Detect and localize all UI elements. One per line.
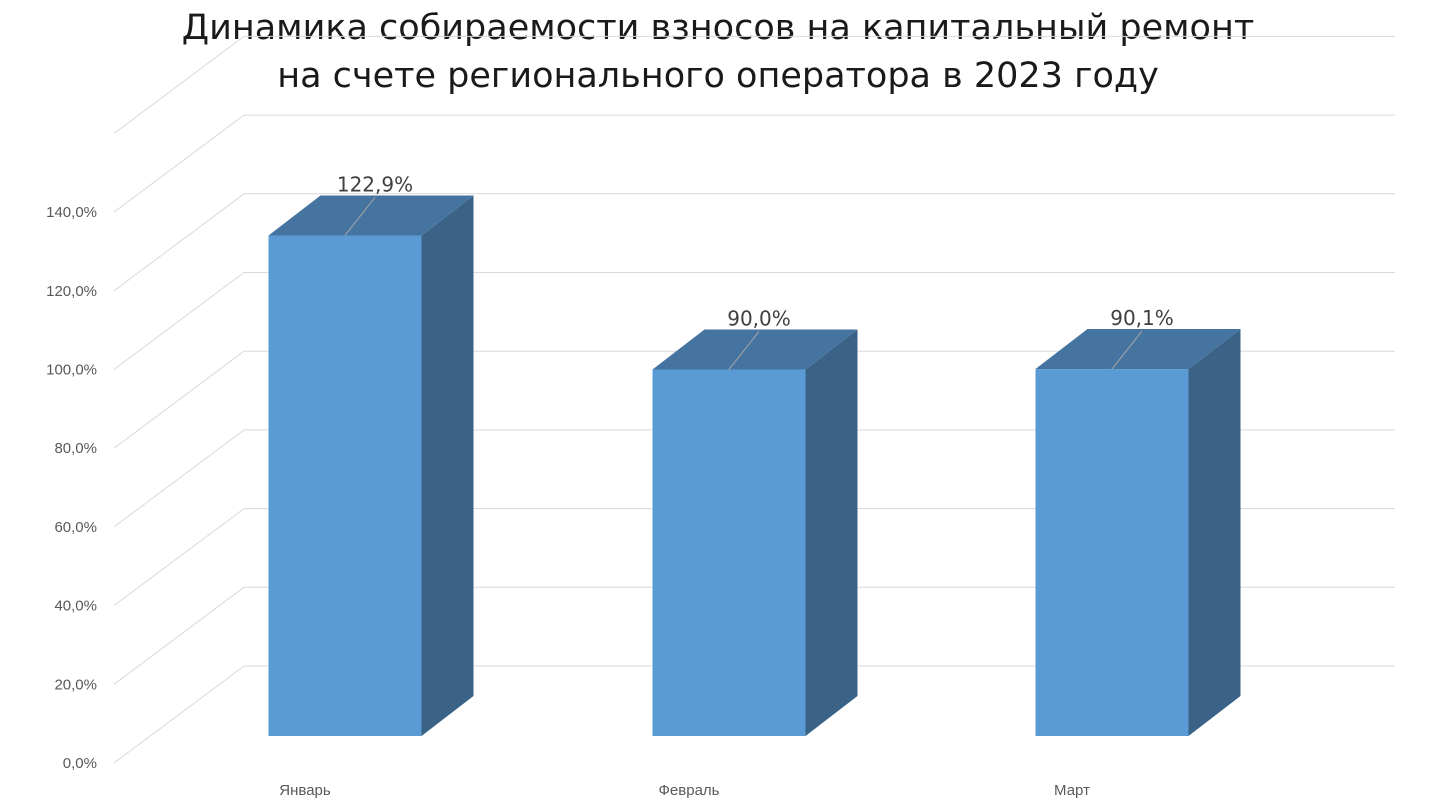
chart-title: Динамика собираемости взносов на капитал… xyxy=(0,4,1436,100)
x-category-label: Январь xyxy=(279,782,331,799)
y-tick-label: 80,0% xyxy=(54,440,97,457)
gridline-side xyxy=(113,272,245,370)
bar-top xyxy=(268,195,474,236)
data-label: 90,1% xyxy=(1110,306,1174,330)
x-category-label: Март xyxy=(1054,782,1090,799)
bar-top xyxy=(652,329,858,370)
gridline-side xyxy=(113,586,245,685)
y-tick-label: 120,0% xyxy=(46,283,97,300)
bar xyxy=(268,235,422,736)
data-label-leader xyxy=(728,331,760,370)
data-label: 90,0% xyxy=(727,306,791,330)
gridline-side xyxy=(113,114,245,213)
data-label-leader xyxy=(344,197,376,236)
bar xyxy=(652,369,806,736)
chart-title-line-2: на счете регионального оператора в 2023 … xyxy=(277,56,1159,96)
y-tick-label: 0,0% xyxy=(63,755,97,772)
gridline-side xyxy=(113,508,245,607)
gridline-side xyxy=(113,35,245,134)
gridline-side xyxy=(113,193,245,292)
bar xyxy=(1035,369,1189,736)
bar-top xyxy=(1035,329,1241,370)
x-category-label: Февраль xyxy=(659,782,720,799)
y-tick-label: 60,0% xyxy=(54,519,97,536)
gridline-side xyxy=(113,665,245,764)
bar-side xyxy=(805,329,858,736)
chart-title-line-1: Динамика собираемости взносов на капитал… xyxy=(181,8,1255,48)
y-tick-label: 20,0% xyxy=(54,676,97,693)
gridline-side xyxy=(113,429,245,528)
y-tick-label: 140,0% xyxy=(46,204,97,221)
y-tick-label: 100,0% xyxy=(46,362,97,379)
bar-side xyxy=(1188,329,1241,736)
y-tick-label: 40,0% xyxy=(54,598,97,615)
bar-side xyxy=(421,195,474,736)
data-label: 122,9% xyxy=(337,172,413,196)
gridline-side xyxy=(113,350,245,449)
data-label-leader xyxy=(1111,330,1143,370)
